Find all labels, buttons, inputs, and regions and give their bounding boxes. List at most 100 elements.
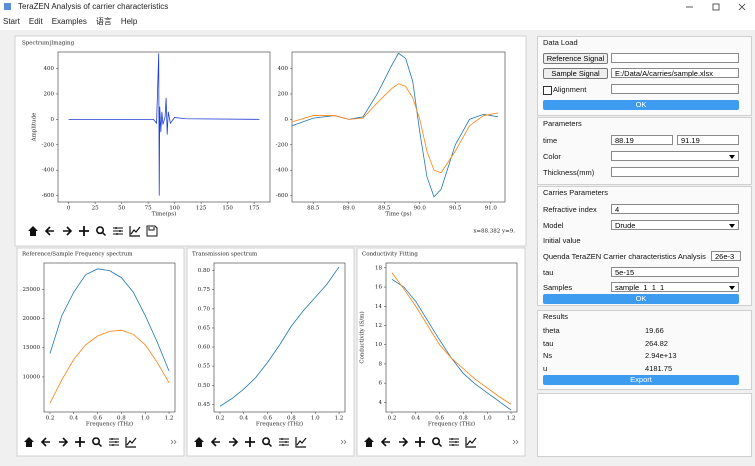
x-tick-label: 1.0 [141,416,150,422]
forward-icon[interactable] [399,437,409,447]
ok-button[interactable]: OK [543,294,739,304]
pan-icon[interactable] [415,437,425,447]
configure-icon[interactable] [279,438,289,446]
home-icon[interactable] [24,437,34,447]
panel-title: Conductivity Fitting [362,252,418,258]
tau-input[interactable]: 5e-15 [611,267,739,277]
y-tick-label: 15000 [23,345,41,351]
reference-button[interactable]: Reference Signal [543,53,608,64]
data-line [291,83,498,174]
configure-icon[interactable] [109,438,119,446]
x-tick-label: 90.5 [449,206,462,212]
forward-icon[interactable] [59,437,69,447]
panel-title: Reference/Sample Frequency spectrum [22,252,133,258]
home-icon[interactable] [194,437,204,447]
menu-item[interactable]: Start [3,17,21,26]
back-icon[interactable] [44,226,54,236]
y-tick-label: 200 [278,91,289,97]
color-select[interactable] [611,151,739,161]
y-tick-label: 0.70 [198,306,211,312]
reference-path[interactable] [611,53,739,63]
data-line [49,268,170,372]
panel-title: Transmission spectrum [192,252,258,258]
zoom-icon[interactable] [432,437,443,448]
plot-area [43,262,176,413]
more-icon[interactable] [170,439,177,445]
x-tick-label: 150 [222,206,233,212]
plot-area [213,262,346,413]
sample-path[interactable]: E:/Data/A/carries/sample.xlsx [611,68,739,78]
result-name: Ns [543,351,553,360]
label: Samples [543,283,573,292]
maximize[interactable] [712,3,720,11]
model-select[interactable]: Drude [611,220,739,230]
refractive-input[interactable]: 4 [611,204,739,214]
edit-axis-icon[interactable] [465,437,477,448]
y-tick-label: 20000 [23,316,41,322]
zoom-icon[interactable] [262,437,273,448]
zoom-icon[interactable] [92,437,103,448]
forward-icon[interactable] [63,226,73,236]
app-icon [4,3,11,10]
more-icon[interactable] [512,439,519,445]
quenda-input[interactable]: 26e-3 [711,251,741,261]
data-line [49,329,170,404]
menu-bar [0,14,755,30]
edit-axis-icon[interactable] [295,437,307,448]
y-tick-label: 18 [375,265,382,271]
y-tick-label: -400 [276,168,289,174]
configure-icon[interactable] [449,438,459,446]
group-title: Data Load [543,38,578,47]
y-tick-label: 0.55 [198,364,211,370]
y-tick-label: 0.50 [198,383,211,389]
plot-area [385,262,518,413]
alignment-input[interactable] [611,84,739,94]
menu-item[interactable]: Help [121,17,138,26]
back-icon[interactable] [380,437,390,447]
save-icon[interactable] [146,225,158,237]
back-icon[interactable] [40,437,50,447]
x-tick-label: 88.5 [307,206,320,212]
export-button[interactable]: Export [543,375,739,385]
samples-select[interactable]: sample_1_1_1 [611,282,739,292]
thickness-input[interactable] [611,167,739,177]
menu-item[interactable]: Edit [29,17,44,26]
configure-icon[interactable] [113,227,123,235]
pan-icon[interactable] [245,437,255,447]
time-end[interactable]: 91.19 [677,135,739,145]
menu-item[interactable]: 语言 [96,16,112,26]
edit-axis-icon[interactable] [129,226,141,237]
close[interactable] [738,3,746,11]
zoom-icon[interactable] [96,226,107,237]
home-icon[interactable] [364,437,374,447]
pan-icon[interactable] [75,437,85,447]
edit-axis-icon[interactable] [125,437,137,448]
y-tick-label: -400 [42,168,55,174]
plot-area [291,51,506,203]
x-tick-label: 0.8 [117,416,126,422]
alignment-checkbox[interactable] [543,86,552,95]
cursor-coords: x=88.382 y=9. [473,229,515,235]
x-tick-label: 0.2 [216,416,225,422]
more-icon[interactable] [340,439,347,445]
y-tick-label: 0.60 [198,345,211,351]
time-start[interactable]: 88.19 [611,135,673,145]
back-icon[interactable] [210,437,220,447]
y-tick-label: 0.65 [198,325,211,331]
pan-icon[interactable] [79,226,89,236]
forward-icon[interactable] [229,437,239,447]
sample-button[interactable]: Sample Signal [543,68,608,79]
x-tick-label: 0.8 [459,416,468,422]
result-name: tau [543,338,554,348]
y-tick-label: 6 [379,381,383,387]
ok-button[interactable]: OK [543,100,739,110]
home-icon[interactable] [28,226,38,236]
y-tick-label: 200 [44,91,55,97]
x-tick-label: 0.4 [239,416,248,422]
x-tick-label: 90.0 [414,206,427,212]
x-tick-label: 0.4 [69,416,78,422]
menu-item[interactable]: Examples [52,17,87,26]
x-tick-label: 91.0 [485,206,498,212]
label: Thickness(mm) [543,168,595,177]
label: tau [543,268,554,277]
